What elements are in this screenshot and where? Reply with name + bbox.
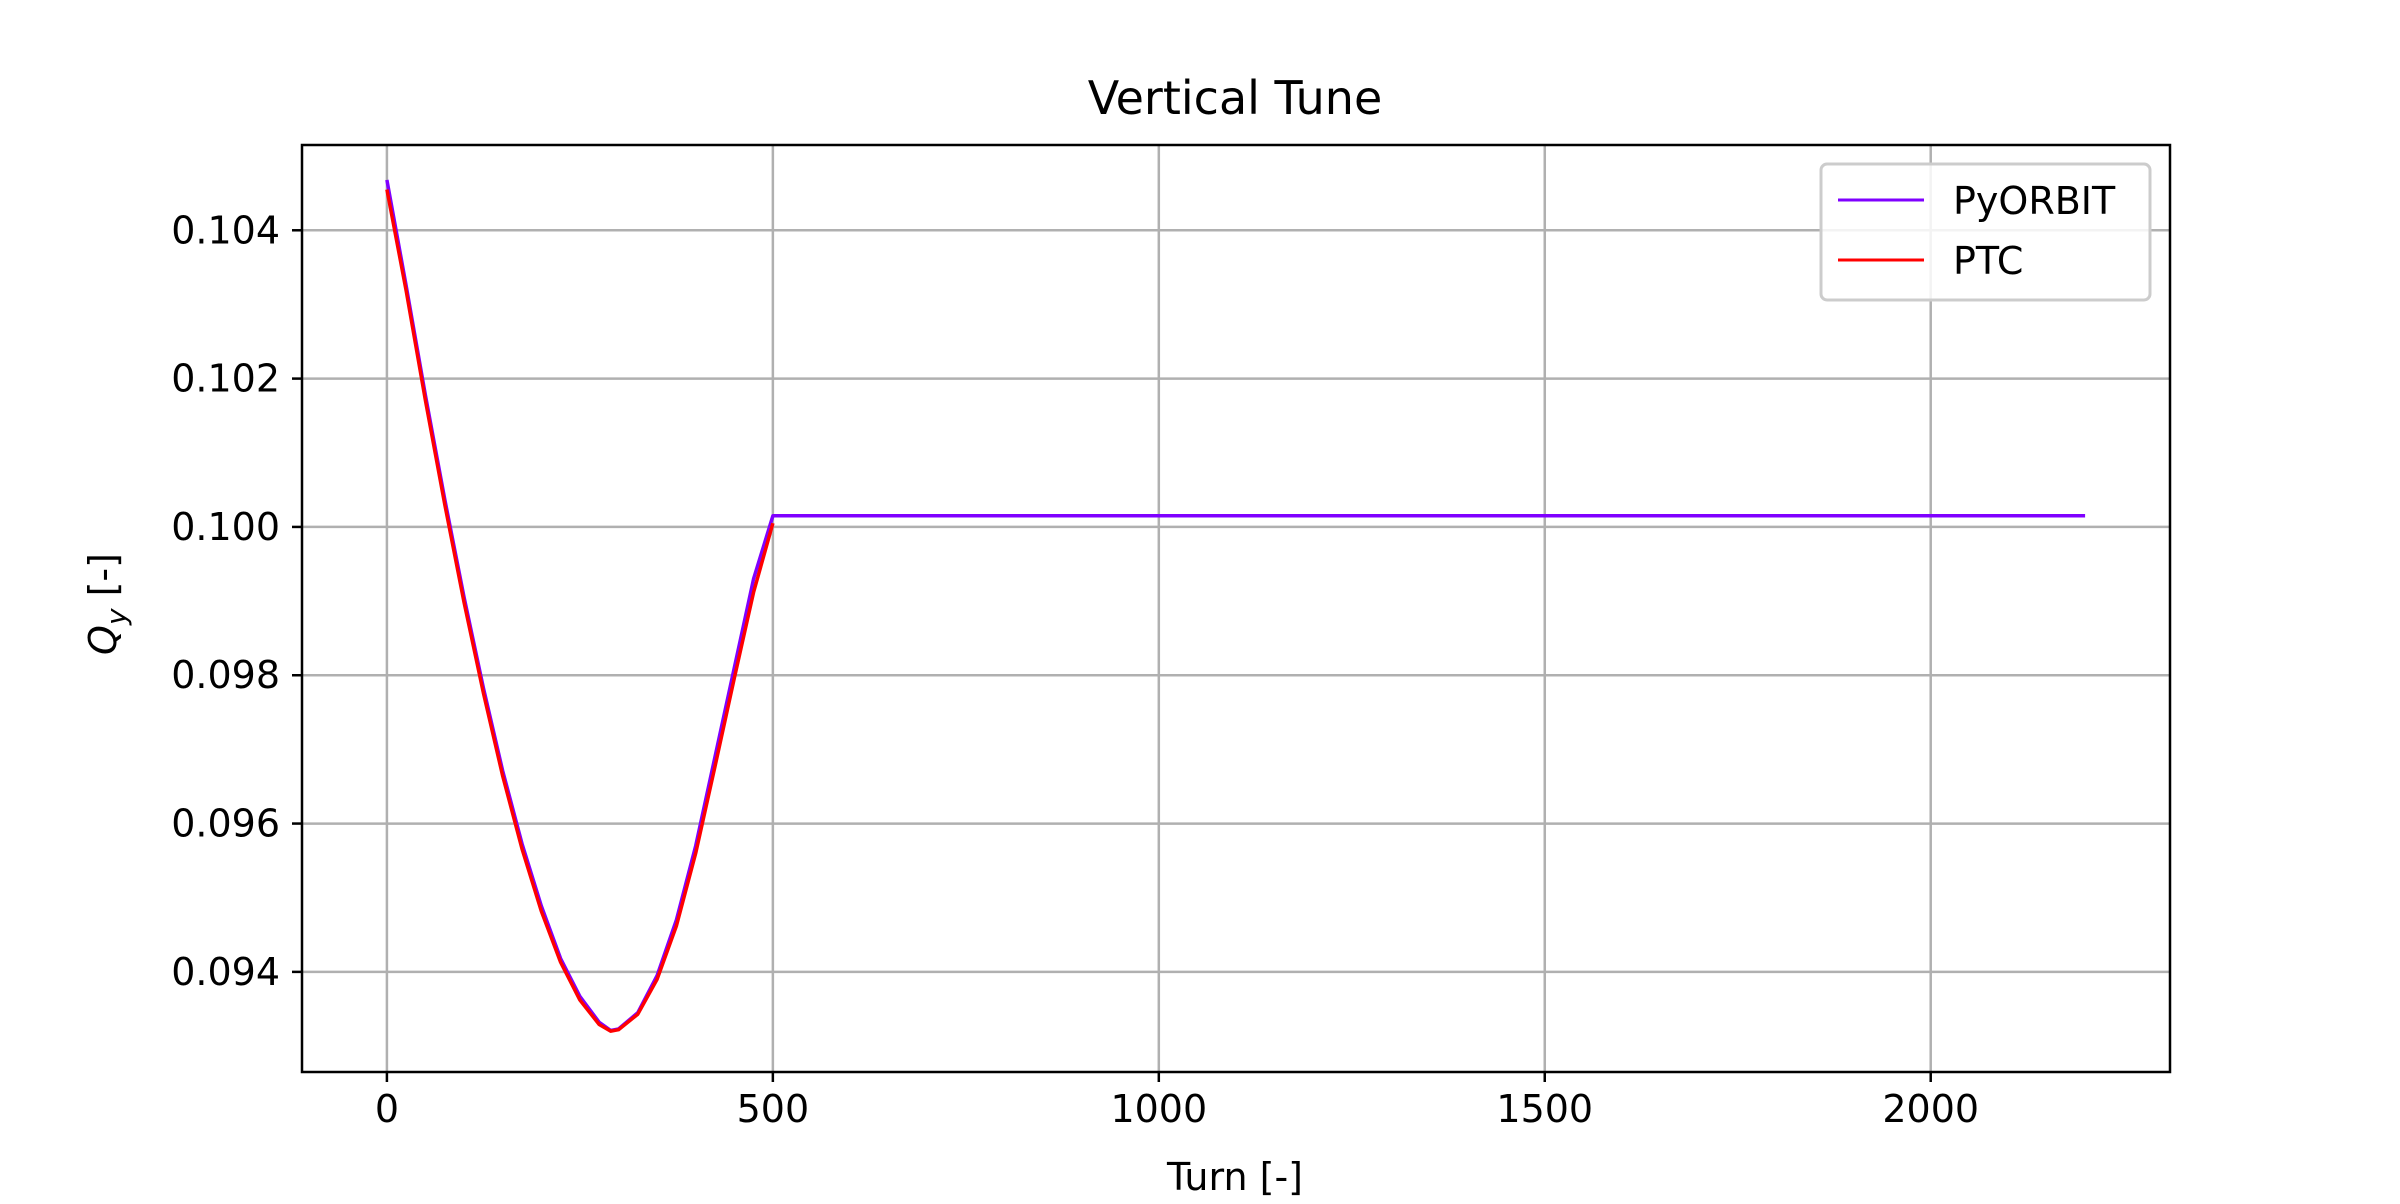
y-axis-label-subscript: y — [100, 608, 133, 626]
y-tick-label: 0.100 — [171, 505, 280, 549]
y-tick-label: 0.098 — [171, 653, 280, 697]
series-line-ptc — [385, 189, 775, 1033]
x-tick-label: 1500 — [1496, 1087, 1593, 1131]
y-axis-label-symbol: Q — [81, 625, 125, 655]
y-tick-label: 0.096 — [171, 802, 280, 846]
x-tick-label: 2000 — [1882, 1087, 1979, 1131]
x-tick-label: 0 — [375, 1087, 399, 1131]
y-tick-label: 0.094 — [171, 950, 280, 994]
chart-title: Vertical Tune — [1088, 71, 1383, 125]
legend-box — [1819, 162, 2152, 302]
y-axis-label-unit: [-] — [81, 553, 125, 608]
legend-label-pyorbit: PyORBIT — [1953, 179, 2116, 223]
axes: 0 500 1000 1500 2000 0.094 0.096 0.098 0.100 0.10… — [171, 143, 2172, 1131]
y-tick-label: 0.102 — [171, 357, 280, 401]
x-tick-label: 500 — [737, 1087, 810, 1131]
plot-frame — [300, 143, 2172, 1074]
legend: PyORBIT PTC — [1819, 162, 2152, 302]
x-tick-label: 1000 — [1110, 1087, 1207, 1131]
legend-label-ptc: PTC — [1953, 239, 2023, 283]
y-tick-label: 0.104 — [171, 208, 280, 252]
series-lines — [385, 179, 2086, 1033]
x-axis-label: Turn [-] — [1166, 1155, 1303, 1199]
y-axis-label: Qy [-] — [81, 553, 133, 655]
